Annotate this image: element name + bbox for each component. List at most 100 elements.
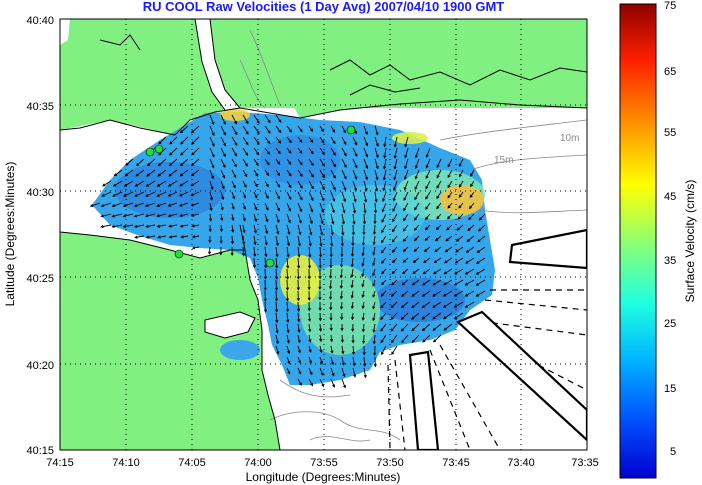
radar-sector-lines — [387, 289, 587, 450]
velocity-arrow-head — [458, 184, 462, 188]
velocity-arrow-head — [422, 282, 426, 286]
velocity-arrow-head — [330, 243, 334, 247]
colorbar-label: Surface Velocity (cm/s) — [683, 180, 697, 303]
velocity-arrow-head — [297, 265, 301, 269]
velocity-arrow-head — [285, 287, 290, 291]
velocity-arrow-head — [133, 224, 138, 228]
velocity-arrow — [403, 191, 409, 201]
velocity-arrow-head — [133, 214, 138, 218]
velocity-arrow-head — [390, 316, 394, 320]
velocity-arrow-head — [219, 240, 223, 244]
velocity-arrow — [352, 158, 358, 168]
velocity-arrow — [340, 257, 343, 268]
velocity-arrow-head — [476, 250, 480, 254]
velocity-arrow-head — [464, 293, 468, 297]
velocity-arrow-head — [364, 131, 368, 135]
velocity-arrow — [308, 334, 311, 342]
velocity-arrow-head — [361, 263, 365, 267]
velocity-arrow — [478, 224, 486, 232]
velocity-arrow — [372, 257, 376, 266]
velocity-arrow-head — [297, 360, 302, 364]
velocity-arrow-head — [391, 249, 395, 253]
velocity-arrow-head — [242, 218, 246, 222]
velocity-arrow-head — [391, 229, 395, 233]
velocity-arrow — [425, 169, 431, 179]
velocity-arrow-head — [308, 339, 312, 343]
velocity-arrow — [447, 213, 453, 220]
velocity-arrow-head — [307, 297, 311, 301]
velocity-arrow-head — [341, 232, 345, 236]
velocity-arrow-head — [329, 275, 333, 279]
velocity-arrow — [286, 147, 292, 154]
velocity-arrow-head — [372, 262, 376, 267]
velocity-arrow-head — [233, 174, 237, 179]
velocity-arrow — [401, 301, 409, 309]
velocity-arrow — [286, 224, 290, 235]
velocity-arrow-head — [425, 165, 429, 169]
velocity-arrow-head — [221, 185, 225, 190]
velocity-arrow-head — [288, 196, 292, 201]
velocity-arrow-head — [390, 340, 394, 344]
velocity-arrow-head — [411, 339, 415, 343]
velocity-arrow-head — [320, 221, 324, 225]
velocity-arrow — [434, 246, 442, 252]
velocity-arrow-head — [383, 144, 387, 148]
velocity-arrow — [231, 191, 235, 199]
velocity-arrow — [394, 158, 398, 169]
velocity-arrow-head — [423, 248, 428, 252]
x-tick-label: 73:55 — [310, 457, 338, 469]
velocity-arrow — [341, 334, 343, 343]
velocity-arrow-head — [277, 161, 281, 165]
velocity-arrow-head — [383, 155, 387, 159]
velocity-arrow — [445, 246, 453, 253]
velocity-arrow — [411, 290, 420, 297]
velocity-arrow-head — [179, 130, 184, 134]
velocity-arrow-head — [365, 154, 369, 158]
velocity-arrow — [477, 235, 486, 243]
velocity-arrow-head — [402, 248, 407, 253]
velocity-arrow — [179, 202, 189, 207]
velocity-arrow-head — [467, 227, 471, 232]
velocity-arrow — [191, 125, 200, 134]
velocity-arrow — [169, 224, 178, 227]
velocity-arrow-head — [297, 339, 301, 344]
velocity-arrow-head — [343, 176, 347, 180]
velocity-arrow — [319, 125, 324, 132]
velocity-arrow-head — [364, 176, 368, 181]
velocity-arrow — [447, 202, 453, 209]
velocity-arrow-head — [180, 141, 184, 145]
station-marker — [174, 249, 184, 259]
velocity-arrow-head — [319, 349, 323, 354]
velocity-arrow-head — [191, 141, 195, 145]
velocity-arrow-head — [375, 165, 379, 170]
velocity-arrow-head — [332, 175, 336, 179]
y-tick-label: 40:35 — [26, 101, 54, 113]
velocity-arrow — [436, 224, 442, 230]
velocity-arrow-head — [134, 193, 138, 197]
velocity-arrow-head — [351, 232, 356, 236]
velocity-arrow — [147, 158, 156, 166]
velocity-arrow-head — [404, 144, 408, 148]
velocity-arrow-head — [464, 282, 468, 286]
velocity-arrow-head — [465, 249, 470, 253]
velocity-arrow-head — [245, 131, 249, 135]
x-axis: 74:15 74:10 74:05 74:00 73:55 73:50 73:4… — [46, 457, 599, 484]
velocity-arrow-head — [432, 327, 436, 331]
velocity-arrow — [432, 312, 442, 320]
velocity-arrow-head — [447, 216, 451, 220]
station-marker — [145, 147, 155, 157]
velocity-arrow-head — [361, 317, 365, 321]
velocity-arrow — [392, 224, 398, 232]
velocity-arrow-head — [332, 129, 335, 133]
velocity-arrow — [264, 191, 269, 199]
velocity-arrow-head — [476, 260, 480, 264]
velocity-arrow — [426, 147, 431, 158]
velocity-arrow — [476, 279, 486, 286]
velocity-arrow-head — [351, 351, 356, 356]
velocity-arrow-head — [144, 203, 149, 208]
velocity-arrow — [180, 169, 189, 177]
velocity-arrow-head — [244, 174, 248, 178]
velocity-arrow-head — [343, 384, 346, 389]
velocity-arrow-head — [299, 150, 303, 154]
velocity-arrow-head — [354, 153, 358, 158]
